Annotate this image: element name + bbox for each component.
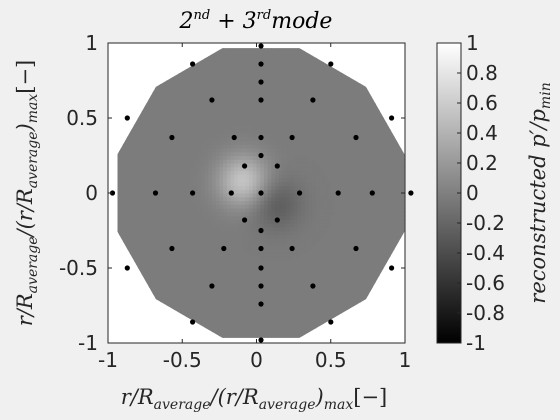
sensor-point xyxy=(258,265,264,271)
y-tick-label: 0.5 xyxy=(66,106,98,130)
sensor-point xyxy=(274,163,280,169)
sensor-point xyxy=(310,283,316,289)
sensor-point xyxy=(258,337,264,343)
colorbar-tick-label: 0.2 xyxy=(466,151,498,175)
sensor-point xyxy=(258,79,264,85)
sensor-point xyxy=(258,43,264,49)
sensor-point xyxy=(242,217,248,223)
sensor-points xyxy=(109,43,414,343)
sensor-point xyxy=(289,245,295,252)
sensor-point xyxy=(297,190,303,196)
sensor-point xyxy=(408,190,414,196)
x-tick-label: -1 xyxy=(98,348,118,372)
colorbar-tick-label: 1 xyxy=(466,31,479,55)
x-axis-label: r/Raverage/(r/Raverage)max[−] xyxy=(121,385,388,413)
sensor-point xyxy=(258,61,264,67)
sensor-point xyxy=(169,245,175,252)
sensor-point xyxy=(242,163,248,169)
x-tick-label: -0.5 xyxy=(163,348,202,372)
sensor-point xyxy=(258,134,264,141)
colorbar-tick-label: -0.4 xyxy=(466,241,505,265)
y-tick-label: -0.5 xyxy=(59,256,98,280)
x-axis-ticks: -1 -0.5 0 0.5 1 xyxy=(98,43,411,372)
y-tick-label: 0 xyxy=(85,181,98,205)
sensor-point xyxy=(353,134,359,141)
y-axis-label: r/Raverage/(r/Raverage)max[−] xyxy=(13,60,41,327)
colorbar-label: reconstructed p′/pmin xyxy=(526,82,554,303)
sensor-point xyxy=(310,97,316,103)
sensor-point xyxy=(389,115,395,121)
x-tick-label: 0 xyxy=(250,348,263,372)
sensor-point xyxy=(328,61,334,67)
sensor-point xyxy=(124,115,130,121)
sensor-point xyxy=(289,134,295,141)
sensor-point xyxy=(190,61,196,67)
sensor-point xyxy=(258,245,264,252)
x-tick-label: 0.5 xyxy=(315,348,347,372)
chart-title: 2nd + 3rdmode xyxy=(179,8,333,34)
sensor-point xyxy=(353,245,359,252)
sensor-point xyxy=(109,190,116,196)
colorbar-tick-label: -0.8 xyxy=(466,301,505,325)
colorbar-tick-label: -1 xyxy=(466,331,486,355)
sensor-point xyxy=(369,190,375,196)
y-tick-label: 1 xyxy=(85,31,98,55)
sensor-point xyxy=(190,319,196,325)
sensor-point xyxy=(258,283,264,289)
sensor-point xyxy=(152,190,159,196)
sensor-point xyxy=(335,190,341,196)
colorbar-tick-label: 0.8 xyxy=(466,61,498,85)
sensor-point xyxy=(258,227,264,234)
colorbar-tick-label: 0.4 xyxy=(466,121,498,145)
sensor-point xyxy=(228,190,234,196)
y-tick-label: -1 xyxy=(78,331,98,355)
sensor-point xyxy=(328,319,334,325)
sensor-point xyxy=(258,190,264,196)
colorbar-tick-label: -0.6 xyxy=(466,271,505,295)
sensor-point xyxy=(258,97,264,103)
colorbar-tick-label: 0.6 xyxy=(466,91,498,115)
sensor-point xyxy=(209,283,215,289)
colorbar-tick-label: -0.2 xyxy=(466,211,505,235)
colorbar-ticks: -1 -0.8 -0.6 -0.4 -0.2 0 0.2 0.4 0.6 0.8 1 xyxy=(457,31,505,355)
y-axis-ticks: -1 -0.5 0 0.5 1 xyxy=(59,31,405,355)
sensor-point xyxy=(169,134,175,141)
sensor-point xyxy=(231,134,237,141)
sensor-point xyxy=(209,97,215,103)
sensor-point xyxy=(258,152,264,159)
sensor-point xyxy=(124,265,130,271)
colorbar-tick-label: 0 xyxy=(466,181,479,205)
sensor-point xyxy=(274,217,280,223)
sensor-point xyxy=(389,265,395,271)
x-tick-label: 1 xyxy=(399,348,412,372)
sensor-point xyxy=(258,301,264,307)
sensor-point xyxy=(190,190,196,196)
sensor-point xyxy=(221,245,227,252)
